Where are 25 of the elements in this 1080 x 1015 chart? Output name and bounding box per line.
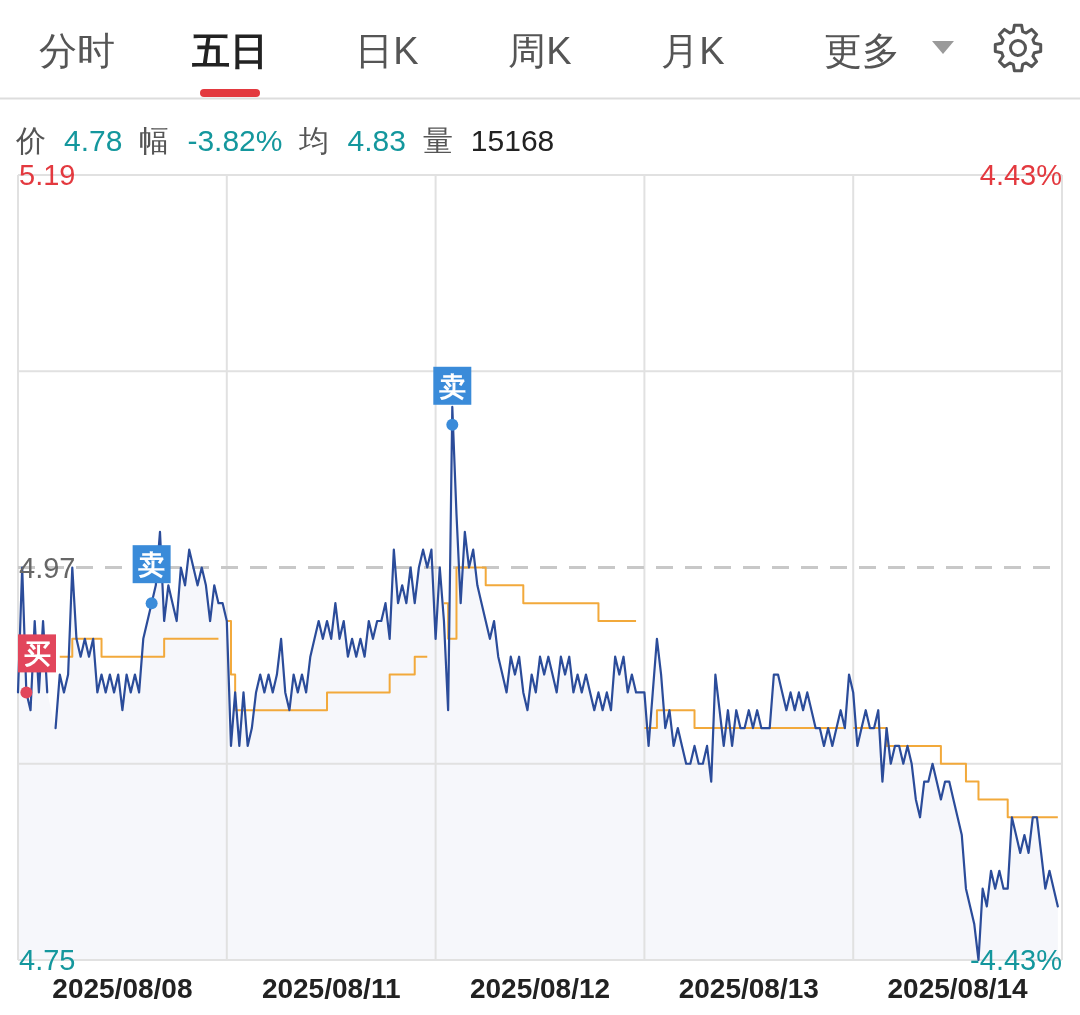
x-tick-label: 2025/08/14: [887, 973, 1029, 1004]
tab-label: 分时: [39, 30, 115, 72]
trade-marker-label: 卖: [132, 545, 171, 584]
y-tick-label: 4.97: [19, 551, 76, 584]
tab-label: 五日: [192, 30, 268, 72]
quote-info: 价 4.78 幅 -3.82% 均 4.83 量 15168: [16, 124, 555, 157]
point: [20, 686, 33, 699]
y2-tick-label: 4.43%: [979, 159, 1062, 191]
tab-label: 周K: [508, 30, 572, 72]
x-tick-label: 2025/08/11: [261, 973, 401, 1004]
point: [145, 597, 158, 610]
point: [446, 418, 459, 431]
tab-label: 更多: [824, 30, 900, 72]
x-tick-label: 2025/08/13: [678, 973, 819, 1004]
x-tick-label: 2025/08/12: [469, 973, 611, 1004]
tab-label: 月K: [661, 30, 725, 72]
y2-tick-label: -4.43%: [970, 944, 1062, 976]
data-label: 卖: [438, 371, 466, 402]
trade-marker-label: 买: [18, 634, 56, 673]
y-tick-label: 4.75: [19, 944, 76, 976]
x-tick-label: 2025/08/08: [52, 973, 193, 1004]
y-tick-label: 5.19: [19, 159, 76, 191]
trade-marker-label: 卖: [433, 366, 472, 405]
data-label: 卖: [138, 550, 166, 581]
tab-label: 日K: [355, 30, 419, 72]
